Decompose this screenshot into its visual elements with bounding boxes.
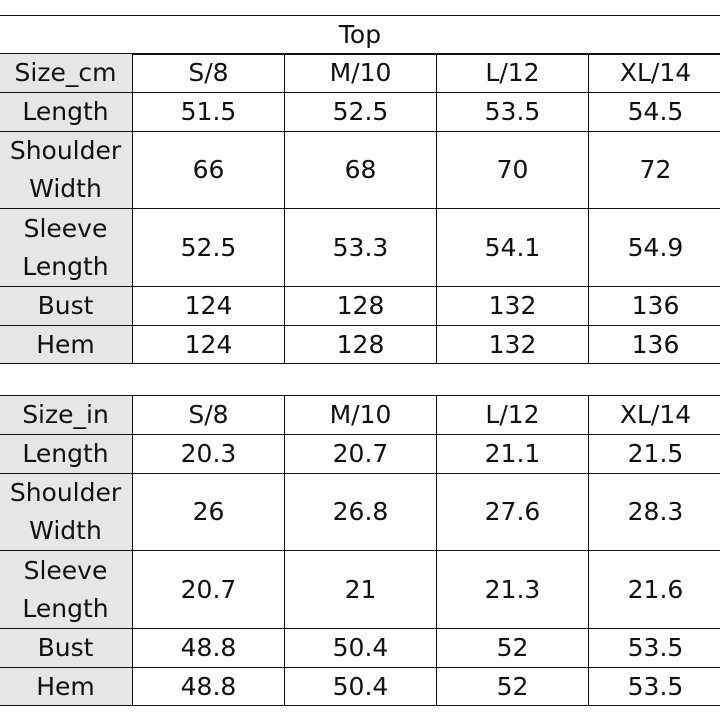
measurement: 136 <box>588 325 720 364</box>
size-header: S/8 <box>132 395 285 435</box>
measurement: 54.1 <box>436 208 589 287</box>
row-label: Sleeve Length <box>0 550 133 629</box>
measurement: 21.5 <box>588 434 720 474</box>
size-header: M/10 <box>284 53 437 93</box>
measurement: 21.1 <box>436 434 589 474</box>
row-label: Sleeve Length <box>0 208 133 287</box>
size-header: L/12 <box>436 395 589 435</box>
measurement: 72 <box>588 131 720 209</box>
measurement: 21 <box>284 550 437 629</box>
measurement: 128 <box>284 325 437 364</box>
measurement: 26.8 <box>284 473 437 551</box>
measurement: 27.6 <box>436 473 589 551</box>
measurement: 53.5 <box>588 628 720 668</box>
measurement: 132 <box>436 325 589 364</box>
header-label: Size_in <box>0 395 133 435</box>
size-header: XL/14 <box>588 53 720 93</box>
row-label: Shoulder Width <box>0 473 133 551</box>
size-header: XL/14 <box>588 395 720 435</box>
measurement: 52 <box>436 628 589 668</box>
measurement: 28.3 <box>588 473 720 551</box>
measurement: 20.7 <box>284 434 437 474</box>
measurement: 132 <box>436 286 589 326</box>
measurement: 52.5 <box>284 92 437 132</box>
row-label: Hem <box>0 325 133 364</box>
measurement: 54.9 <box>588 208 720 287</box>
row-label: Length <box>0 92 133 132</box>
measurement: 20.7 <box>132 550 285 629</box>
measurement: 52.5 <box>132 208 285 287</box>
measurement: 21.3 <box>436 550 589 629</box>
measurement: 20.3 <box>132 434 285 474</box>
measurement: 53.5 <box>436 92 589 132</box>
row-label: Shoulder Width <box>0 131 133 209</box>
row-label: Bust <box>0 286 133 326</box>
measurement: 66 <box>132 131 285 209</box>
measurement: 124 <box>132 286 285 326</box>
size-header: L/12 <box>436 53 589 93</box>
measurement: 68 <box>284 131 437 209</box>
row-label: Bust <box>0 628 133 668</box>
measurement: 128 <box>284 286 437 326</box>
size-header: S/8 <box>132 53 285 93</box>
row-label: Hem <box>0 667 133 706</box>
measurement: 53.3 <box>284 208 437 287</box>
measurement: 124 <box>132 325 285 364</box>
size-header: M/10 <box>284 395 437 435</box>
measurement: 54.5 <box>588 92 720 132</box>
row-label: Length <box>0 434 133 474</box>
measurement: 50.4 <box>284 628 437 668</box>
measurement: 51.5 <box>132 92 285 132</box>
header-label: Size_cm <box>0 53 133 93</box>
measurement: 136 <box>588 286 720 326</box>
measurement: 50.4 <box>284 667 437 706</box>
measurement: 21.6 <box>588 550 720 629</box>
table-title: Top <box>0 15 720 55</box>
measurement: 52 <box>436 667 589 706</box>
measurement: 70 <box>436 131 589 209</box>
measurement: 53.5 <box>588 667 720 706</box>
measurement: 26 <box>132 473 285 551</box>
measurement: 48.8 <box>132 628 285 668</box>
measurement: 48.8 <box>132 667 285 706</box>
